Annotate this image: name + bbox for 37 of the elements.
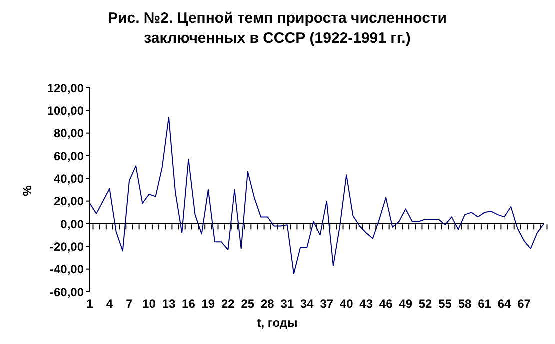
x-tick-label: 16	[182, 297, 196, 311]
x-tick-label: 37	[320, 297, 334, 311]
x-tick-label: 31	[280, 297, 294, 311]
y-tick-label: -60,00	[50, 285, 84, 300]
chart-title: Рис. №2. Цепной темп прироста численности	[107, 9, 448, 29]
y-tick-label: 100,00	[47, 104, 84, 118]
x-tick-label: 4	[106, 297, 114, 311]
x-tick-label: 61	[478, 297, 492, 311]
x-tick-label: 40	[340, 297, 354, 311]
x-tick-label: 67	[518, 297, 532, 311]
y-tick-label: 40,00	[54, 172, 84, 186]
x-tick-label: 34	[300, 297, 314, 311]
x-tick-label: 7	[126, 297, 134, 311]
x-tick-label: 55	[438, 297, 452, 311]
x-tick-label: 43	[360, 297, 374, 311]
x-tick-label: 58	[458, 297, 472, 311]
y-tick-label: 120,00	[47, 81, 84, 96]
chart-subtitle: заключенных в СССР (1922-1991 гг.)	[143, 29, 412, 49]
x-tick-label: 46	[379, 297, 394, 311]
y-axis-title: %	[20, 186, 34, 196]
y-tick-label: 60,00	[54, 149, 84, 164]
y-tick-label: -20,00	[50, 240, 84, 254]
x-tick-label: 13	[162, 297, 176, 311]
x-tick-label: 64	[498, 297, 512, 311]
x-tick-label: 19	[202, 297, 216, 311]
x-tick-label: 22	[221, 297, 236, 311]
y-tick-label: 0,00	[60, 217, 84, 232]
x-axis-title: t, годы	[256, 316, 299, 330]
x-tick-label: 49	[399, 297, 413, 311]
x-tick-label: 25	[241, 297, 255, 311]
y-tick-label: 20,00	[54, 194, 84, 209]
x-tick-label: 10	[142, 297, 156, 311]
x-tick-label: 28	[260, 297, 275, 311]
x-tick-label: 1	[86, 297, 94, 311]
x-tick-label: 52	[418, 297, 433, 311]
y-tick-label: -40,00	[50, 262, 84, 277]
y-tick-label: 80,00	[54, 126, 84, 141]
